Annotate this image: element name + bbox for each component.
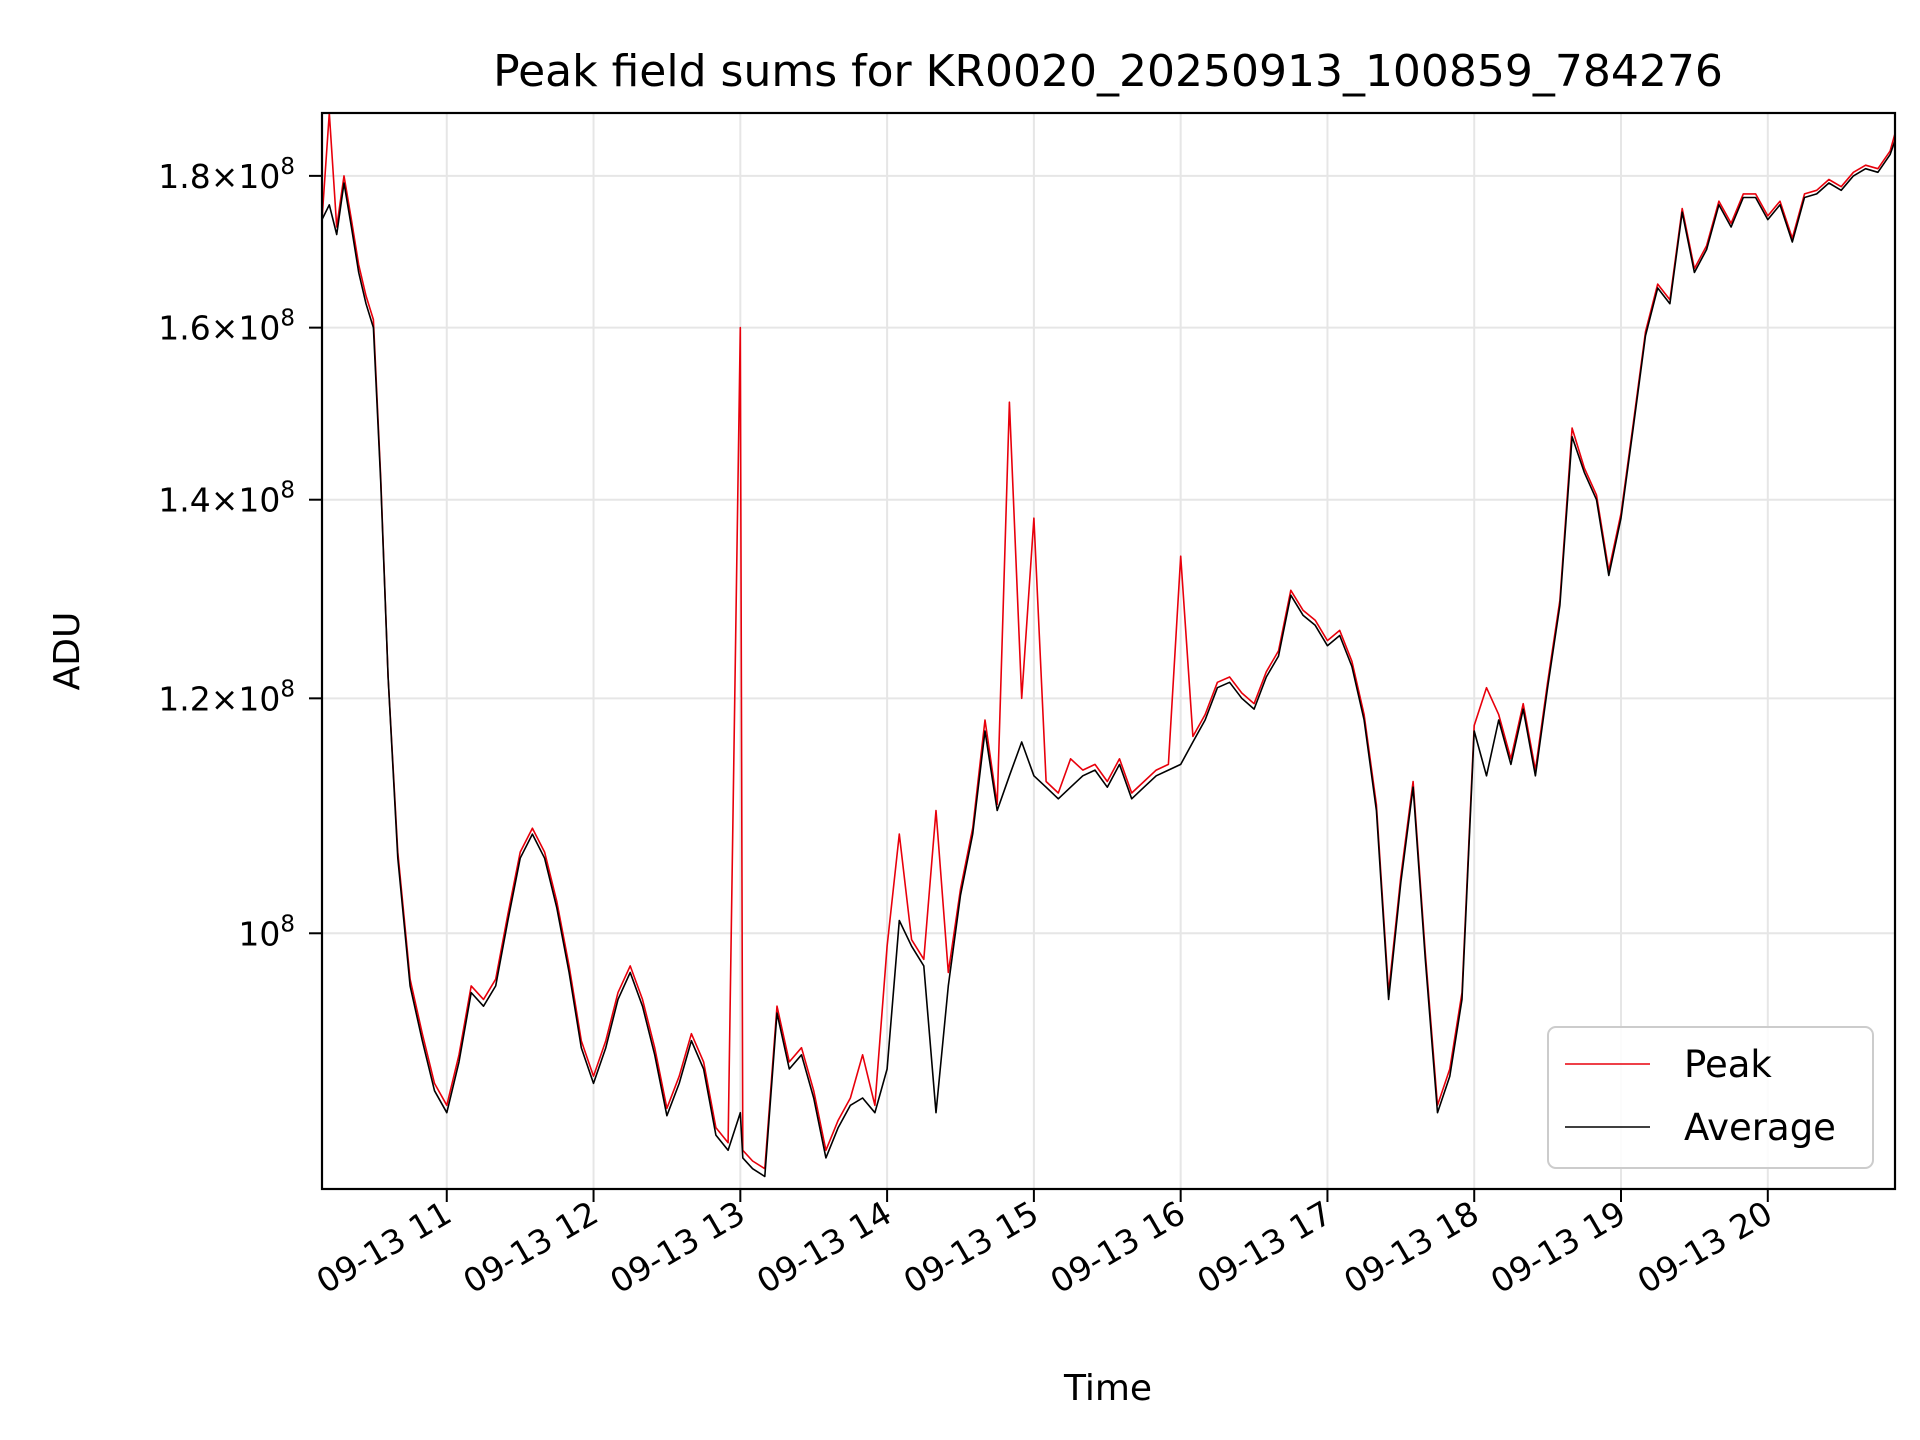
grid: [322, 113, 1895, 1189]
series-line-average: [321, 140, 1896, 1178]
x-axis-label: Time: [1063, 1368, 1152, 1409]
legend-label-average: Average: [1684, 1106, 1836, 1149]
y-tick-label: 108: [238, 911, 295, 953]
y-tick-label: 1.6×108: [158, 306, 295, 348]
series-layer: [321, 112, 1896, 1178]
y-axis: 108 1.2×108 1.4×108 1.6×108 1.8×108: [158, 154, 322, 953]
legend-label-peak: Peak: [1684, 1043, 1772, 1086]
legend-box: [1547, 1026, 1874, 1169]
legend: Peak Average: [1547, 1026, 1874, 1169]
chart-title: Peak field sums for KR0020_20250913_1008…: [493, 46, 1723, 97]
y-tick-label: 1.8×108: [158, 154, 295, 196]
y-tick-label: 1.2×108: [158, 676, 295, 718]
y-axis-label: ADU: [47, 612, 88, 691]
plot-frame: [320, 111, 1897, 1191]
y-tick-label: 1.4×108: [158, 478, 295, 520]
